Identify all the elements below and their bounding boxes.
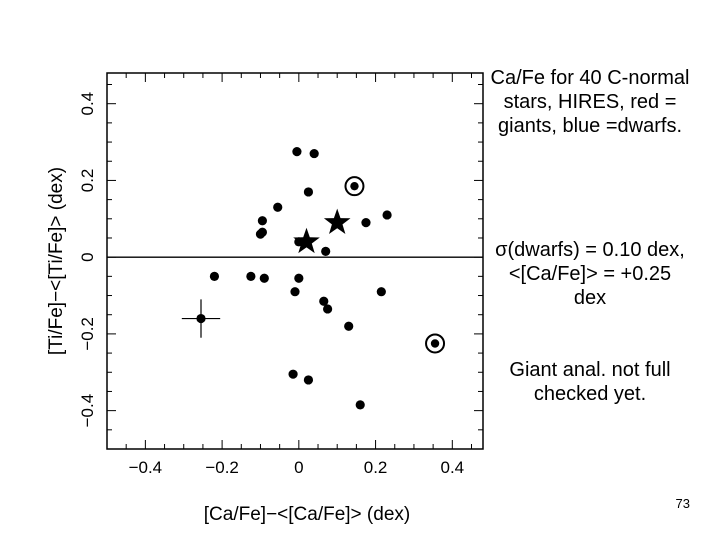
data-point [259, 273, 269, 283]
data-point [355, 400, 365, 410]
data-point [209, 271, 220, 281]
data-point [303, 187, 314, 197]
data-point [257, 216, 267, 226]
circled-point-ring [344, 176, 365, 197]
data-point [303, 375, 314, 385]
x-tick-label: −0.4 [129, 458, 163, 477]
slide-number: 73 [675, 496, 690, 511]
star-point [293, 227, 320, 254]
circled-point-center [430, 339, 440, 348]
circled-point-center [350, 181, 359, 191]
data-point [382, 210, 392, 220]
data-point [319, 296, 329, 306]
plot-markers [181, 147, 446, 410]
x-tick-label: 0.2 [364, 458, 388, 477]
data-point [309, 148, 319, 159]
plot-axes: −0.4 −0.2 0 0.2 0.4 −0.4 −0.2 0 0.2 0.4 [Ca/Fe]−<[… [46, 72, 484, 525]
data-point [294, 273, 304, 283]
y-tick-label: 0.2 [78, 169, 97, 193]
x-tick-label: −0.2 [205, 458, 239, 477]
y-tick-label: 0 [78, 252, 97, 261]
y-axis-title: [Ti/Fe]−<[Ti/Fe]> (dex) [46, 167, 67, 355]
note-sample-description: Ca/Fe for 40 C-normal stars, HIRES, red … [490, 67, 690, 137]
data-point [288, 369, 298, 379]
error-bar-point [196, 313, 206, 324]
circled-point-ring [425, 333, 446, 354]
y-tick-label: −0.2 [78, 317, 97, 351]
y-tick-label: −0.4 [78, 394, 97, 428]
data-point [361, 218, 371, 228]
data-point [292, 147, 302, 157]
x-tick-label: 0.4 [440, 458, 464, 477]
note-giant-analysis: Giant anal. not full checked yet. [509, 359, 671, 405]
data-point [273, 202, 283, 212]
data-point [290, 287, 300, 297]
data-point [344, 321, 354, 331]
y-tick-label: 0.4 [78, 92, 97, 116]
plot-frame [106, 72, 484, 450]
data-point [321, 246, 331, 257]
note-dispersion: σ(dwarfs) = 0.10 dex, <[Ca/Fe]> = +0.25 … [495, 239, 685, 309]
x-axis-title: [Ca/Fe]−<[Ca/Fe]> (dex) [204, 504, 410, 525]
star-point [323, 208, 351, 234]
x-tick-label: 0 [294, 458, 303, 477]
data-point [255, 229, 266, 239]
data-point [323, 304, 333, 314]
data-point [246, 271, 256, 281]
data-point [376, 287, 386, 297]
